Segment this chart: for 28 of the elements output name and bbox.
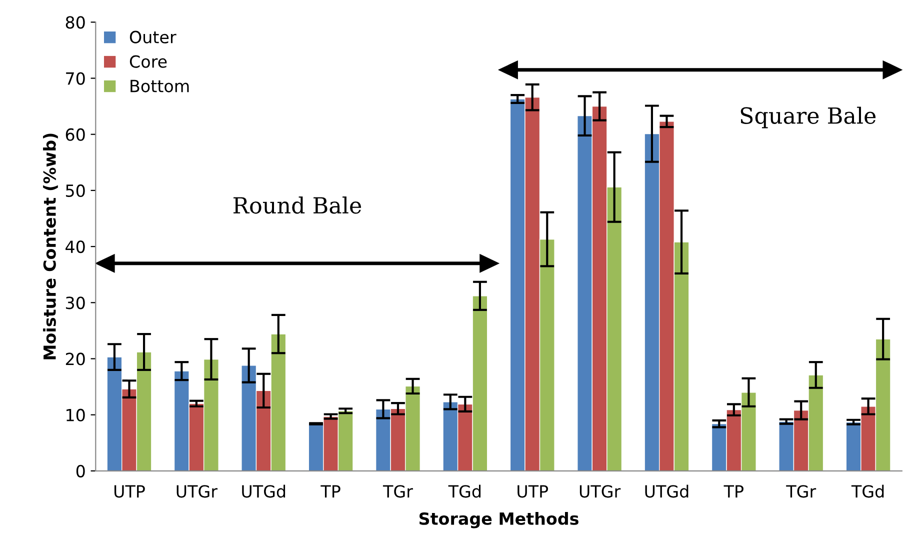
y-tick-label: 40 <box>66 240 85 254</box>
y-tick-label: 10 <box>66 408 85 422</box>
y-tick-label: 50 <box>66 184 85 198</box>
annotation: Round Bale <box>234 196 362 214</box>
x-tick-label: TP <box>320 485 340 498</box>
x-tick-label: TGd <box>448 484 481 498</box>
legend-label: Bottom <box>130 80 189 92</box>
x-tick-label: TP <box>724 485 744 498</box>
y-tick-label: 60 <box>66 128 85 141</box>
legend-label: Outer <box>130 30 176 44</box>
x-tick-label: UTGd <box>242 484 286 498</box>
y-tick-label: 0 <box>76 464 85 478</box>
x-tick-label: UTP <box>518 485 548 498</box>
x-tick-label: UTP <box>114 485 145 498</box>
x-tick-label: TGr <box>786 485 816 498</box>
x-tick-label: TGr <box>382 485 413 498</box>
y-tick-label: 20 <box>66 352 85 366</box>
y-axis-title: Moisture Content (%wb) <box>43 134 58 360</box>
x-tick-label: TGd <box>851 484 884 498</box>
y-tick-label: 80 <box>66 16 85 29</box>
y-tick-label: 70 <box>66 72 85 85</box>
y-tick-label: 30 <box>66 296 85 310</box>
x-tick-label: UTGr <box>176 485 218 498</box>
x-tick-label: UTGr <box>580 485 621 498</box>
x-tick-label: UTGd <box>645 484 688 498</box>
legend-label: Core <box>130 55 167 68</box>
annotation: Square Bale <box>740 106 876 128</box>
x-axis-title: Storage Methods <box>419 512 578 528</box>
